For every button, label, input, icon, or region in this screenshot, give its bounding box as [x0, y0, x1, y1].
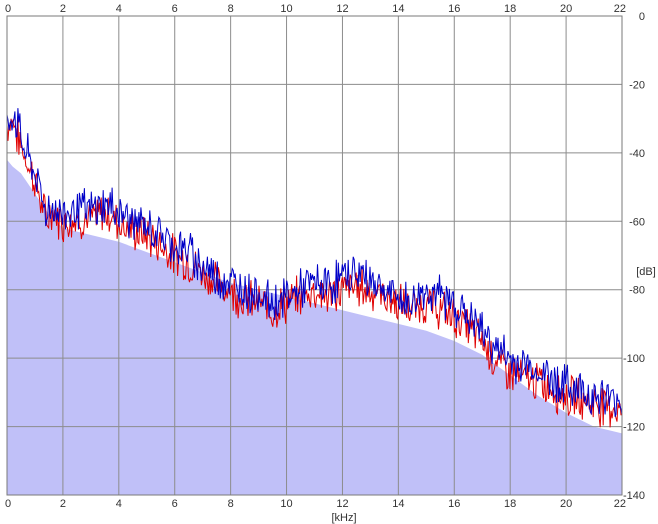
spectrum-envelope-area [7, 159, 622, 495]
y-tick-label: -40 [629, 148, 645, 160]
x-tick-label-top: 0 [5, 3, 11, 15]
blue-channel-trace [6, 108, 623, 417]
x-tick-label-top: 2 [60, 3, 66, 15]
x-tick-label-bottom: 12 [336, 498, 348, 510]
red-channel-trace [6, 116, 623, 428]
x-tick-label-top: 14 [392, 3, 404, 15]
x-tick-label-top: 16 [448, 3, 460, 15]
x-tick-label-top: 18 [504, 3, 516, 15]
x-tick-label-bottom: 14 [392, 498, 404, 510]
x-axis-label: [kHz] [331, 512, 356, 524]
x-tick-label-top: 22 [614, 3, 626, 15]
x-tick-label-bottom: 0 [5, 498, 11, 510]
x-tick-label-top: 12 [336, 3, 348, 15]
x-tick-label-bottom: 18 [504, 498, 516, 510]
y-tick-label: -140 [623, 490, 645, 502]
x-tick-label-top: 4 [116, 3, 122, 15]
x-tick-label-top: 8 [228, 3, 234, 15]
y-axis-label: [dB] [636, 266, 656, 278]
x-tick-label-bottom: 4 [116, 498, 122, 510]
y-tick-label: -80 [629, 285, 645, 297]
x-tick-label-bottom: 20 [560, 498, 572, 510]
x-tick-label-top: 20 [560, 3, 572, 15]
x-tick-label-bottom: 10 [280, 498, 292, 510]
y-tick-label: -60 [629, 216, 645, 228]
x-tick-label-bottom: 6 [172, 498, 178, 510]
y-tick-label: -120 [623, 422, 645, 434]
plot-frame [6, 15, 623, 496]
x-tick-label-bottom: 22 [614, 498, 626, 510]
x-tick-label-bottom: 2 [60, 498, 66, 510]
y-tick-label: 0 [639, 11, 645, 23]
x-tick-label-bottom: 8 [228, 498, 234, 510]
x-tick-label-bottom: 16 [448, 498, 460, 510]
x-tick-label-top: 6 [172, 3, 178, 15]
x-tick-label-top: 10 [280, 3, 292, 15]
y-tick-label: -20 [629, 79, 645, 91]
y-tick-label: -100 [623, 353, 645, 365]
